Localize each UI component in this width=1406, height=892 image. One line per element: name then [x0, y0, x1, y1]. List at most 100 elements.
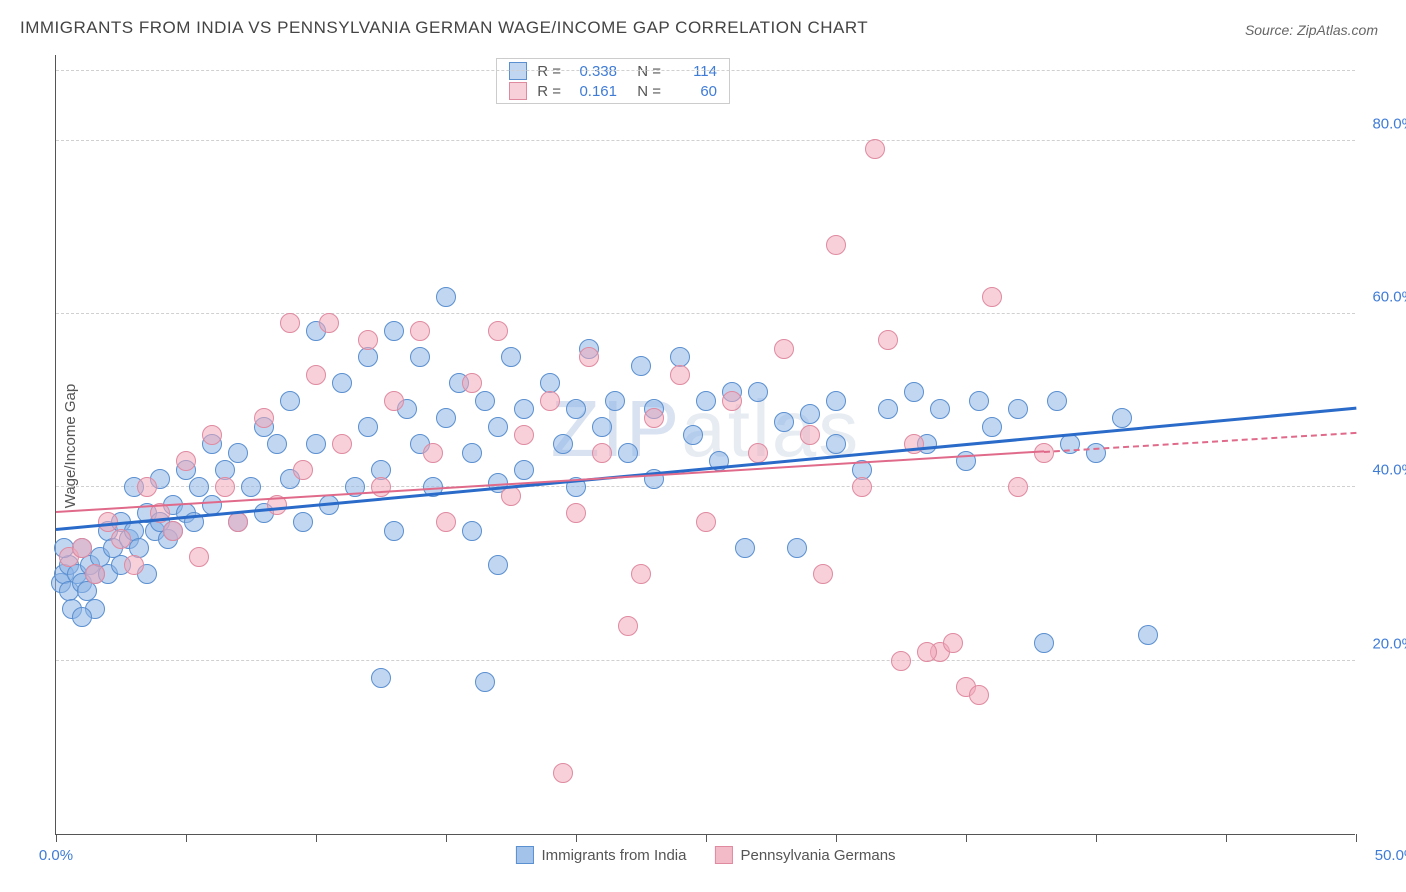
- scatter-point: [72, 607, 92, 627]
- scatter-point: [982, 417, 1002, 437]
- scatter-point: [514, 425, 534, 445]
- scatter-point: [930, 399, 950, 419]
- scatter-point: [410, 321, 430, 341]
- series-legend-label: Pennsylvania Germans: [740, 847, 895, 864]
- scatter-point: [475, 672, 495, 692]
- x-tick: [56, 834, 57, 842]
- scatter-point: [748, 443, 768, 463]
- scatter-point: [540, 391, 560, 411]
- scatter-point: [514, 399, 534, 419]
- scatter-point: [423, 443, 443, 463]
- scatter-point: [358, 417, 378, 437]
- scatter-point: [943, 633, 963, 653]
- series-legend-item: Pennsylvania Germans: [714, 846, 895, 864]
- scatter-point: [865, 139, 885, 159]
- scatter-point: [592, 443, 612, 463]
- x-tick: [446, 834, 447, 842]
- gridline-h: [56, 313, 1355, 314]
- scatter-point: [826, 434, 846, 454]
- trend-line: [1044, 432, 1356, 453]
- scatter-point: [384, 321, 404, 341]
- scatter-point: [488, 417, 508, 437]
- x-tick: [1226, 834, 1227, 842]
- y-tick-label: 80.0%: [1372, 115, 1406, 132]
- scatter-point: [566, 399, 586, 419]
- scatter-point: [319, 313, 339, 333]
- scatter-point: [462, 443, 482, 463]
- scatter-point: [982, 287, 1002, 307]
- scatter-point: [332, 434, 352, 454]
- scatter-point: [514, 460, 534, 480]
- x-tick: [836, 834, 837, 842]
- scatter-point: [553, 434, 573, 454]
- scatter-point: [787, 538, 807, 558]
- scatter-point: [371, 668, 391, 688]
- scatter-point: [371, 477, 391, 497]
- scatter-point: [969, 391, 989, 411]
- correlation-legend-row: R =0.161N =60: [497, 81, 729, 101]
- scatter-point: [826, 391, 846, 411]
- scatter-point: [813, 564, 833, 584]
- scatter-point: [696, 391, 716, 411]
- scatter-point: [553, 763, 573, 783]
- scatter-point: [501, 347, 521, 367]
- source-label: Source: ZipAtlas.com: [1245, 22, 1378, 38]
- scatter-point: [163, 521, 183, 541]
- y-tick-label: 60.0%: [1372, 289, 1406, 306]
- scatter-point: [228, 443, 248, 463]
- scatter-point: [72, 538, 92, 558]
- legend-swatch: [714, 846, 732, 864]
- legend-r-label: R =: [533, 83, 561, 100]
- legend-swatch: [509, 82, 527, 100]
- scatter-point: [475, 391, 495, 411]
- scatter-point: [592, 417, 612, 437]
- x-tick: [706, 834, 707, 842]
- scatter-point: [566, 503, 586, 523]
- scatter-point: [826, 235, 846, 255]
- scatter-point: [631, 356, 651, 376]
- scatter-point: [904, 382, 924, 402]
- scatter-point: [228, 512, 248, 532]
- chart-title: IMMIGRANTS FROM INDIA VS PENNSYLVANIA GE…: [20, 18, 868, 38]
- legend-n-label: N =: [633, 83, 661, 100]
- scatter-point: [111, 529, 131, 549]
- scatter-point: [748, 382, 768, 402]
- x-tick: [1356, 834, 1357, 842]
- scatter-point: [1086, 443, 1106, 463]
- legend-r-value: 0.161: [567, 83, 617, 100]
- series-legend: Immigrants from India Pennsylvania German…: [515, 846, 895, 864]
- gridline-h: [56, 140, 1355, 141]
- scatter-point: [436, 287, 456, 307]
- scatter-point: [332, 373, 352, 393]
- scatter-point: [293, 512, 313, 532]
- scatter-point: [124, 555, 144, 575]
- scatter-point: [774, 339, 794, 359]
- scatter-point: [462, 521, 482, 541]
- scatter-point: [605, 391, 625, 411]
- scatter-point: [670, 365, 690, 385]
- scatter-point: [735, 538, 755, 558]
- x-tick: [966, 834, 967, 842]
- y-tick-label: 40.0%: [1372, 462, 1406, 479]
- scatter-point: [1008, 399, 1028, 419]
- scatter-point: [1112, 408, 1132, 428]
- scatter-point: [852, 477, 872, 497]
- scatter-point: [800, 425, 820, 445]
- x-tick: [316, 834, 317, 842]
- scatter-point: [774, 412, 794, 432]
- scatter-point: [189, 547, 209, 567]
- legend-swatch: [515, 846, 533, 864]
- plot-area: ZIPatlas R =0.338N =114R =0.161N =60 Imm…: [55, 55, 1355, 835]
- scatter-point: [800, 404, 820, 424]
- scatter-point: [969, 685, 989, 705]
- scatter-point: [917, 642, 937, 662]
- scatter-point: [722, 391, 742, 411]
- scatter-point: [215, 477, 235, 497]
- scatter-point: [436, 408, 456, 428]
- scatter-point: [891, 651, 911, 671]
- scatter-point: [1008, 477, 1028, 497]
- series-legend-label: Immigrants from India: [541, 847, 686, 864]
- scatter-point: [85, 564, 105, 584]
- scatter-point: [683, 425, 703, 445]
- scatter-point: [618, 443, 638, 463]
